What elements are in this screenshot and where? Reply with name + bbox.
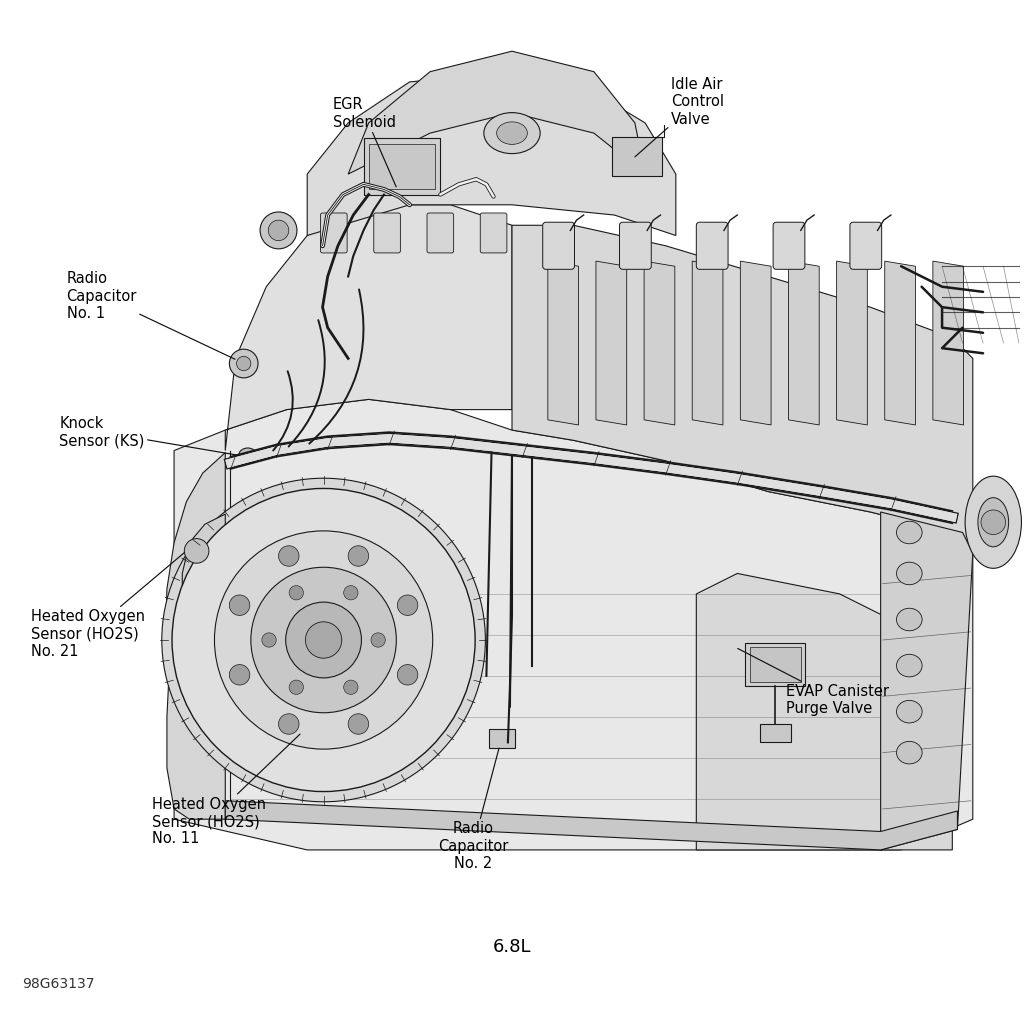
Ellipse shape [239,449,257,463]
FancyBboxPatch shape [850,222,882,269]
Text: Radio
Capacitor
No. 2: Radio Capacitor No. 2 [438,749,508,871]
Circle shape [279,546,299,566]
Circle shape [348,546,369,566]
Circle shape [981,510,1006,535]
FancyBboxPatch shape [612,137,662,176]
Text: Heated Oxygen
Sensor (HO2S)
No. 11: Heated Oxygen Sensor (HO2S) No. 11 [152,734,300,847]
FancyBboxPatch shape [620,222,651,269]
Circle shape [397,665,418,685]
Polygon shape [174,399,973,850]
FancyBboxPatch shape [364,138,440,195]
FancyBboxPatch shape [321,213,347,253]
Circle shape [348,714,369,734]
Circle shape [251,567,396,713]
Circle shape [229,349,258,378]
Polygon shape [837,261,867,425]
Circle shape [293,717,317,741]
Ellipse shape [897,654,922,677]
Text: Heated Oxygen
Sensor (HO2S)
No. 21: Heated Oxygen Sensor (HO2S) No. 21 [31,553,184,659]
Circle shape [260,212,297,249]
Polygon shape [692,261,723,425]
FancyBboxPatch shape [773,222,805,269]
Circle shape [371,633,385,647]
Ellipse shape [897,700,922,723]
Text: Radio
Capacitor
No. 1: Radio Capacitor No. 1 [67,271,236,359]
Polygon shape [933,261,964,425]
Ellipse shape [978,498,1009,547]
Polygon shape [788,261,819,425]
FancyBboxPatch shape [760,724,791,742]
FancyBboxPatch shape [480,213,507,253]
Text: EGR
Solenoid: EGR Solenoid [333,97,396,187]
Ellipse shape [897,741,922,764]
Polygon shape [225,801,957,850]
Ellipse shape [965,476,1021,568]
Text: Idle Air
Control
Valve: Idle Air Control Valve [635,77,724,157]
Polygon shape [166,453,225,819]
Ellipse shape [897,562,922,585]
Circle shape [397,595,418,615]
Circle shape [279,714,299,734]
Polygon shape [885,261,915,425]
Polygon shape [881,512,973,850]
Circle shape [268,220,289,241]
FancyBboxPatch shape [374,213,400,253]
Text: 6.8L: 6.8L [493,938,531,956]
Circle shape [237,356,251,371]
Ellipse shape [483,113,541,154]
Polygon shape [348,51,645,174]
Circle shape [184,539,209,563]
Polygon shape [307,72,676,236]
Polygon shape [596,261,627,425]
Circle shape [344,680,358,694]
Polygon shape [696,573,952,850]
Ellipse shape [897,608,922,631]
FancyBboxPatch shape [369,144,435,189]
Circle shape [162,478,485,802]
Polygon shape [644,261,675,425]
Ellipse shape [497,122,527,144]
Circle shape [262,633,276,647]
Polygon shape [740,261,771,425]
Circle shape [305,622,342,658]
Text: Knock
Sensor (KS): Knock Sensor (KS) [59,416,238,456]
Circle shape [344,586,358,600]
Circle shape [229,595,250,615]
Circle shape [286,602,361,678]
FancyBboxPatch shape [696,222,728,269]
Circle shape [172,488,475,792]
Text: 98G63137: 98G63137 [23,977,95,991]
Polygon shape [225,205,512,451]
Circle shape [289,586,303,600]
Circle shape [229,665,250,685]
FancyBboxPatch shape [745,643,805,686]
FancyBboxPatch shape [543,222,574,269]
Circle shape [214,530,433,750]
Polygon shape [548,261,579,425]
FancyBboxPatch shape [427,213,454,253]
Polygon shape [512,225,973,553]
Circle shape [289,680,303,694]
FancyBboxPatch shape [750,647,801,682]
FancyBboxPatch shape [489,729,515,748]
Ellipse shape [897,521,922,544]
Polygon shape [182,514,225,681]
Text: EVAP Canister
Purge Valve: EVAP Canister Purge Valve [737,648,890,717]
